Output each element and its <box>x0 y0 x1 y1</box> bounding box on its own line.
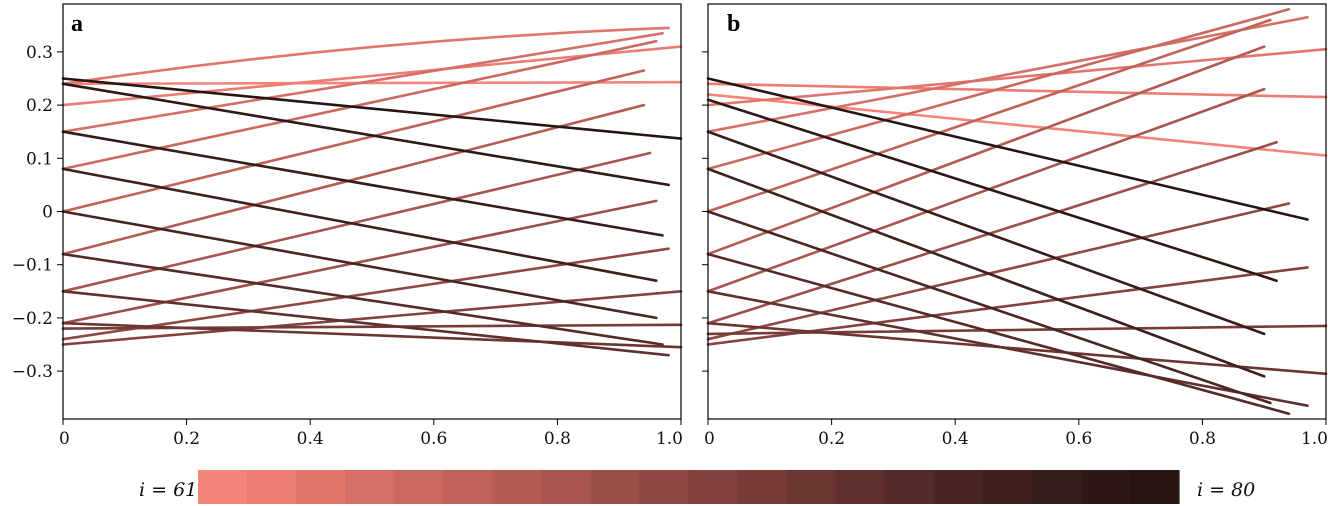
panel-b: b 0 0.2 0.4 0.6 0.8 1.0 <box>702 3 1328 449</box>
panel-a-series-4 <box>61 31 664 133</box>
panel-a-series-3 <box>61 26 670 86</box>
panel-a-xtick-label-2: 0.2 <box>173 429 200 449</box>
colorbar: i = 61 i = 80 <box>139 470 1255 504</box>
colorbar-cell-6 <box>443 470 493 504</box>
panel-b-series-19 <box>706 98 1278 282</box>
panel-b-series-18 <box>706 130 1266 336</box>
panel-a-label: a <box>71 11 83 37</box>
panel-a-series-19 <box>61 82 670 187</box>
colorbar-cell-13 <box>786 470 837 504</box>
panel-a-series-17 <box>61 167 658 282</box>
panel-b-series-1 <box>706 93 1328 157</box>
colorbar-cell-18 <box>1031 470 1082 504</box>
panel-b-xtick-label-2: 0.2 <box>818 429 845 449</box>
panel-a: a 0.3 0.2 0.1 0 −0.1 −0.2 −0.3 0 0.2 0.4 0.6 0.8 1.… <box>12 3 683 449</box>
colorbar-cell-9 <box>590 470 641 504</box>
colorbar-cell-11 <box>688 470 739 504</box>
panel-a-series-14 <box>61 290 670 357</box>
colorbar-cell-16 <box>933 470 984 504</box>
ytick-label-5: −0.1 <box>12 256 53 276</box>
colorbar-cells <box>198 470 1180 504</box>
ytick-label-7: −0.3 <box>12 362 53 382</box>
panel-a-series-6 <box>61 69 646 213</box>
colorbar-cell-10 <box>639 470 690 504</box>
colorbar-cell-2 <box>247 470 297 504</box>
panel-a-series-15 <box>61 252 664 346</box>
colorbar-min-label: i = 61 <box>139 479 197 501</box>
panel-b-series-15 <box>706 252 1291 415</box>
panel-b-series-17 <box>706 167 1266 378</box>
colorbar-cell-20 <box>1129 470 1180 504</box>
panel-a-yticks: 0.3 0.2 0.1 0 −0.1 −0.2 −0.3 <box>12 43 63 382</box>
panel-b-xticks: 0 0.2 0.4 0.6 0.8 1.0 <box>704 419 1328 449</box>
panel-a-xtick-label-6: 1.0 <box>656 429 683 449</box>
panel-b-series-9 <box>706 141 1278 325</box>
panel-a-lines <box>61 26 683 357</box>
ytick-label-2: 0.2 <box>26 96 53 116</box>
panel-b-series-8 <box>706 87 1266 293</box>
panel-a-series-11 <box>61 290 683 346</box>
colorbar-cell-5 <box>394 470 444 504</box>
colorbar-cell-12 <box>737 470 788 504</box>
panel-a-xtick-label-5: 0.8 <box>544 429 571 449</box>
panel-b-series-2 <box>706 82 1328 99</box>
panel-b-series-16 <box>706 210 1272 405</box>
panel-a-series-18 <box>61 130 664 237</box>
colorbar-cell-3 <box>296 470 346 504</box>
colorbar-max-label: i = 80 <box>1197 479 1255 501</box>
colorbar-cell-17 <box>982 470 1033 504</box>
ytick-label-1: 0.3 <box>26 43 53 63</box>
panel-a-series-20 <box>61 77 683 140</box>
colorbar-cell-4 <box>345 470 395 504</box>
panel-a-frame <box>62 3 682 420</box>
colorbar-cell-7 <box>492 470 542 504</box>
panel-b-xtick-label-1: 0 <box>704 429 715 449</box>
panel-a-series-12 <box>61 323 683 330</box>
colorbar-cell-14 <box>835 470 886 504</box>
colorbar-cell-19 <box>1080 470 1131 504</box>
panel-a-series-8 <box>61 151 652 293</box>
panel-b-lines <box>706 8 1328 415</box>
panel-a-xticks: 0 0.2 0.4 0.6 0.8 1.0 <box>59 419 683 449</box>
panel-b-xtick-label-6: 1.0 <box>1301 429 1328 449</box>
panel-a-series-13 <box>61 321 683 349</box>
panel-a-xtick-label-3: 0.4 <box>297 429 324 449</box>
panel-b-series-12 <box>706 324 1328 336</box>
panel-b-yticks <box>702 51 708 372</box>
ytick-label-3: 0.1 <box>26 149 53 169</box>
colorbar-cell-15 <box>884 470 935 504</box>
ytick-label-6: −0.2 <box>12 309 53 329</box>
panel-a-xtick-label-4: 0.6 <box>420 429 447 449</box>
panel-b-series-14 <box>706 290 1309 407</box>
colorbar-cell-1 <box>198 470 248 504</box>
panel-b-series-6 <box>706 18 1272 213</box>
panel-b-series-7 <box>706 45 1266 256</box>
panel-b-series-4 <box>706 16 1309 133</box>
panel-b-series-20 <box>706 77 1309 221</box>
panel-a-series-16 <box>61 210 658 320</box>
panel-b-xtick-label-5: 0.8 <box>1189 429 1216 449</box>
panel-a-xtick-label-1: 0 <box>59 429 70 449</box>
panel-b-series-10 <box>706 202 1291 341</box>
panel-b-xtick-label-3: 0.4 <box>942 429 969 449</box>
ytick-label-4: 0 <box>42 203 53 223</box>
panel-a-series-9 <box>61 199 658 325</box>
panel-b-label: b <box>727 11 740 37</box>
panel-a-series-5 <box>61 39 658 171</box>
panel-b-series-5 <box>706 8 1291 171</box>
panel-b-frame <box>707 3 1327 420</box>
colorbar-cell-8 <box>541 470 591 504</box>
panel-b-xtick-label-4: 0.6 <box>1065 429 1092 449</box>
